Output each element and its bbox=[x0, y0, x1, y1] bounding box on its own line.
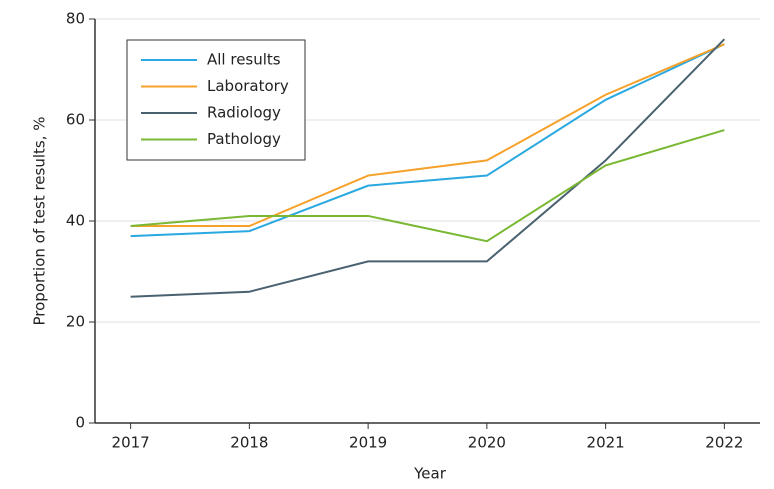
x-tick-label: 2017 bbox=[112, 434, 150, 452]
legend-label: Radiology bbox=[207, 104, 281, 122]
y-tick-label: 20 bbox=[66, 313, 85, 331]
y-axis-label: Proportion of test results, % bbox=[31, 116, 49, 325]
legend-label: Laboratory bbox=[207, 77, 289, 95]
y-tick-label: 0 bbox=[75, 414, 85, 432]
legend-label: All results bbox=[207, 51, 281, 69]
y-tick-label: 40 bbox=[66, 212, 85, 230]
y-tick-label: 60 bbox=[66, 111, 85, 129]
series-line bbox=[130, 129, 725, 243]
x-axis-label: Year bbox=[413, 465, 447, 483]
y-tick-label: 80 bbox=[66, 10, 85, 28]
series-line bbox=[130, 38, 726, 298]
x-tick-label: 2020 bbox=[468, 434, 506, 452]
series-line bbox=[130, 43, 725, 228]
x-tick-label: 2021 bbox=[587, 434, 625, 452]
x-tick-label: 2019 bbox=[349, 434, 387, 452]
x-tick-label: 2018 bbox=[230, 434, 268, 452]
x-tick-label: 2022 bbox=[705, 434, 743, 452]
series-line bbox=[130, 43, 725, 238]
legend-label: Pathology bbox=[207, 130, 281, 148]
